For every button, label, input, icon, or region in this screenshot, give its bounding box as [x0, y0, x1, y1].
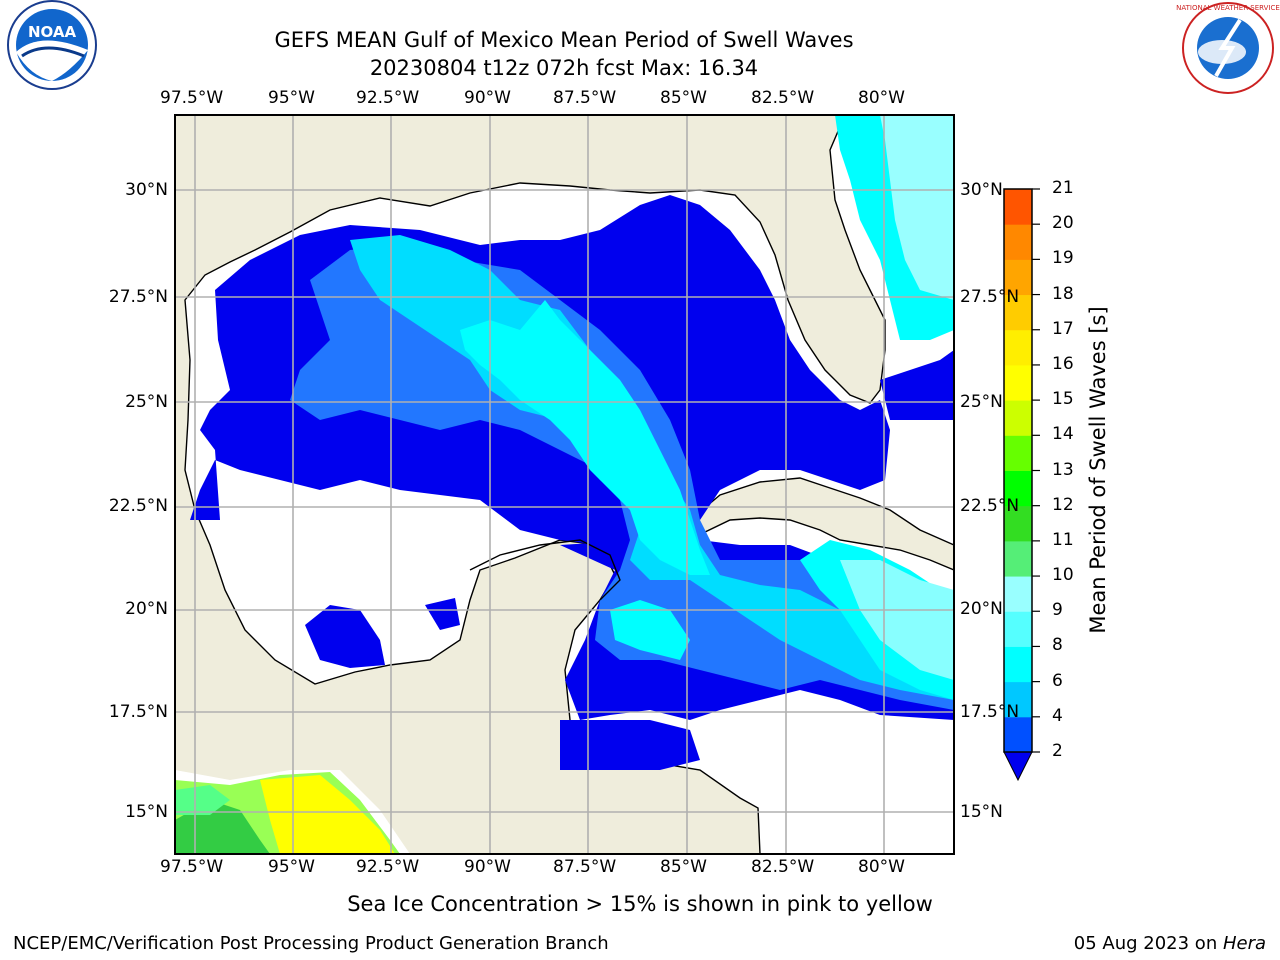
colorbar-segment — [1004, 505, 1032, 542]
colorbar-segment — [1004, 294, 1032, 331]
footer-date: 05 Aug 2023 on — [1073, 933, 1223, 954]
colorbar-tick-label: 6 — [1052, 670, 1063, 691]
colorbar-segment — [1004, 681, 1032, 718]
colorbar-tick-label: 17 — [1052, 318, 1074, 339]
colorbar-label: Mean Period of Swell Waves [s] — [1086, 306, 1110, 634]
footer-host: Hera — [1222, 933, 1266, 954]
lat-label: 27.5°N — [108, 287, 168, 307]
nws-logo-text: NATIONAL WEATHER SERVICE — [1176, 4, 1280, 12]
lon-label: 80°W — [858, 857, 905, 877]
yucatan-coast — [469, 539, 621, 601]
footer-left: NCEP/EMC/Verification Post Processing Pr… — [13, 933, 609, 954]
colorbar-segment — [1004, 576, 1032, 612]
colorbar-segment — [1004, 716, 1032, 753]
lat-label: 15°N — [960, 802, 1003, 822]
lat-label: 30°N — [125, 180, 168, 200]
lon-label: 87.5°W — [553, 857, 617, 877]
colorbar-segment — [1004, 189, 1032, 225]
colorbar-segment — [1004, 435, 1032, 471]
lat-label: 22.5°N — [960, 496, 1020, 516]
colorbar-tick-label: 21 — [1052, 178, 1074, 198]
lon-label: 95°W — [268, 857, 315, 877]
lat-label: 25°N — [960, 392, 1003, 412]
colorbar-tick-label: 2 — [1052, 741, 1063, 761]
colorbar-tick-label: 4 — [1052, 705, 1063, 726]
sea-ice-note: Sea Ice Concentration > 15% is shown in … — [347, 892, 933, 916]
lat-label: 17.5°N — [108, 702, 168, 722]
footer-right: 05 Aug 2023 on Hera — [1074, 933, 1266, 954]
swell-period-field — [190, 115, 954, 770]
colorbar-tick-label: 13 — [1052, 459, 1074, 480]
colorbar-frame — [1003, 188, 1033, 753]
lon-label: 92.5°W — [356, 857, 420, 877]
lon-label: 87.5°W — [553, 88, 617, 108]
lon-label: 97.5°W — [160, 88, 224, 108]
lon-label: 85°W — [660, 88, 707, 108]
lat-label: 17.5°N — [960, 702, 1020, 722]
colorbar-tick-label: 10 — [1052, 565, 1074, 586]
lon-label: 82.5°W — [751, 88, 815, 108]
map-title: GEFS MEAN Gulf of Mexico Mean Period of … — [274, 28, 854, 52]
colorbar-tick-label: 12 — [1052, 494, 1074, 515]
lat-label: 25°N — [125, 392, 168, 412]
lon-label: 90°W — [464, 88, 511, 108]
lon-label: 90°W — [464, 857, 511, 877]
lat-label: 22.5°N — [108, 496, 168, 516]
colorbar-tick-label: 19 — [1052, 248, 1074, 269]
lon-label: 85°W — [660, 857, 707, 877]
lon-label: 80°W — [858, 88, 905, 108]
lon-label: 97.5°W — [160, 857, 224, 877]
colorbar-tick-label: 20 — [1052, 213, 1074, 234]
colorbar-tick-label: 18 — [1052, 283, 1074, 304]
lat-label: 20°N — [960, 599, 1003, 619]
colorbar-segment — [1004, 646, 1032, 683]
colorbar-tick-labels: 2 4 6 8 9 10 11 12 13 14 15 16 17 18 19 20 21 — [1052, 0, 1102, 960]
map-area — [175, 115, 954, 854]
lon-labels-bottom: 97.5°W 95°W 92.5°W 90°W 87.5°W 85°W 82.5… — [0, 857, 1280, 881]
noaa-logo-text: NOAA — [28, 23, 77, 41]
colorbar-segment — [1004, 611, 1032, 647]
noaa-logo-icon: NOAA — [7, 0, 97, 90]
colorbar-tick-label: 11 — [1052, 529, 1074, 550]
lon-label: 82.5°W — [751, 857, 815, 877]
colorbar-tick-label: 15 — [1052, 389, 1074, 410]
colorbar-tick-label: 8 — [1052, 635, 1063, 656]
lat-labels-right: 30°N 27.5°N 25°N 22.5°N 20°N 17.5°N 15°N — [960, 0, 1020, 960]
cuba — [688, 477, 954, 571]
colorbar-segment — [1004, 259, 1032, 296]
lon-label: 92.5°W — [356, 88, 420, 108]
colorbar-tick-label: 14 — [1052, 424, 1074, 445]
nws-logo-icon: NATIONAL WEATHER SERVICE — [1176, 2, 1280, 94]
graticule — [175, 115, 954, 854]
colorbar-tick-label: 9 — [1052, 600, 1063, 621]
lon-labels-top: 97.5°W 95°W 92.5°W 90°W 87.5°W 85°W 82.5… — [0, 88, 1280, 112]
map-frame — [174, 114, 955, 855]
colorbar-segment — [1004, 329, 1032, 366]
colorbar-segment — [1004, 364, 1032, 401]
lat-labels-left: 30°N 27.5°N 25°N 22.5°N 20°N 17.5°N 15°N — [0, 0, 172, 960]
lat-label: 30°N — [960, 180, 1003, 200]
colorbar-segment — [1004, 224, 1032, 260]
map-subtitle: 20230804 t12z 072h fcst Max: 16.34 — [369, 56, 759, 80]
colorbar-tick-label: 16 — [1052, 353, 1074, 374]
lat-label: 27.5°N — [960, 287, 1020, 307]
lon-label: 95°W — [268, 88, 315, 108]
colorbar-segment — [1004, 470, 1032, 507]
colorbar-segment — [1004, 540, 1032, 577]
colorbar — [1004, 188, 1040, 753]
colorbar-segment — [1004, 400, 1032, 436]
lat-label: 20°N — [125, 599, 168, 619]
lat-label: 15°N — [125, 802, 168, 822]
